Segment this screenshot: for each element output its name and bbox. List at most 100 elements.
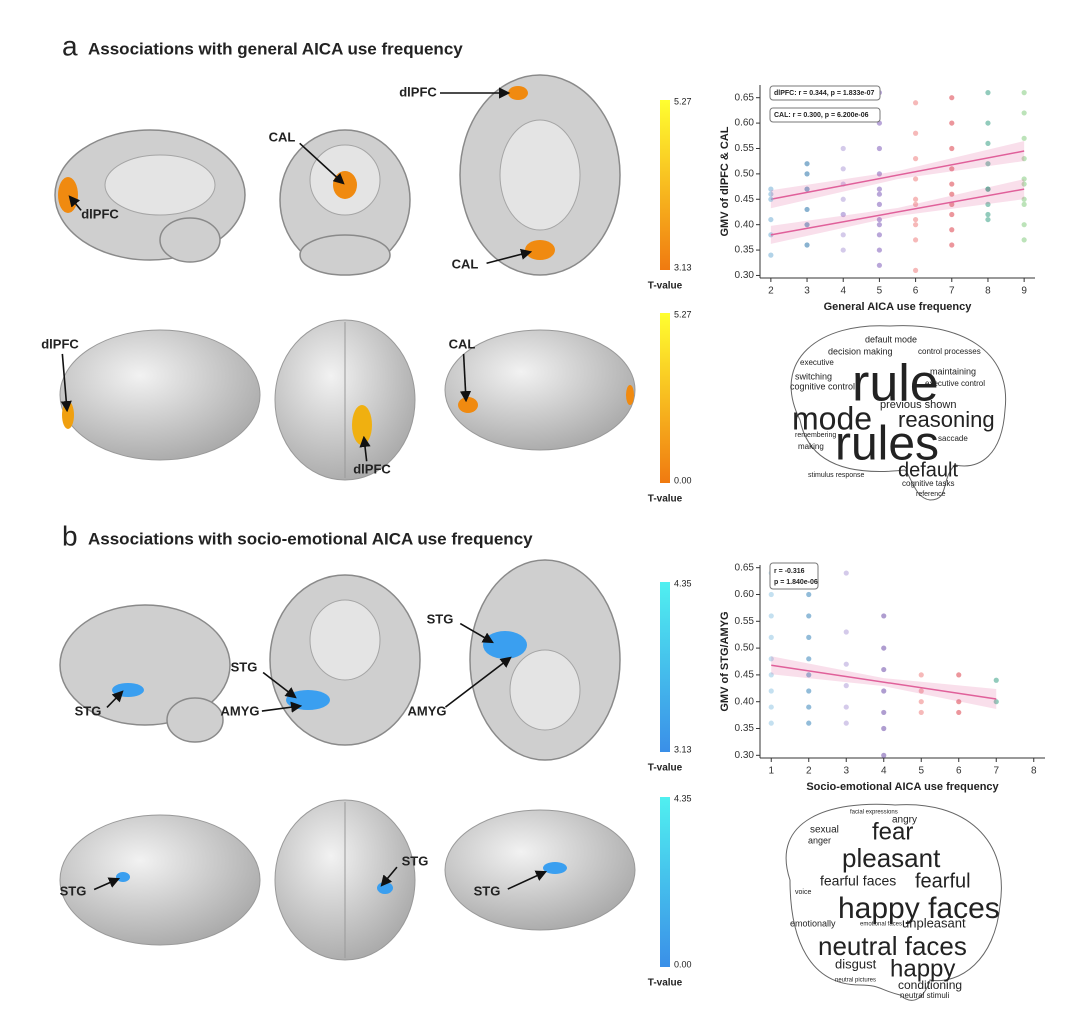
data-point [912, 237, 919, 243]
x-tick-label: 1 [768, 766, 774, 777]
data-point [768, 191, 774, 197]
colorbar [660, 100, 670, 270]
cloud-word: conditioning [898, 978, 962, 992]
region-arrow [106, 690, 124, 708]
colorbar-max: 4.35 [674, 793, 692, 803]
y-tick-label: 0.65 [735, 92, 755, 103]
x-tick-label: 8 [1031, 766, 1037, 777]
data-point [804, 171, 810, 177]
cloud-word: rule [852, 355, 939, 413]
region-arrow [68, 195, 82, 211]
cloud-word: anger [808, 835, 831, 845]
cloud-word: reference [916, 491, 946, 498]
colorbar [660, 582, 670, 752]
cloud-word: control processes [918, 347, 981, 356]
panel-title: Associations with socio-emotional AICA u… [88, 529, 533, 548]
panel-title: Associations with general AICA use frequ… [88, 39, 463, 58]
brain-slices-a [54, 74, 621, 276]
data-point [985, 186, 991, 192]
data-point [956, 699, 962, 705]
y-tick-label: 0.60 [735, 118, 755, 129]
cloud-word: disgust [835, 956, 877, 971]
y-tick-label: 0.65 [735, 562, 755, 573]
data-point [876, 145, 883, 152]
data-point [912, 196, 919, 202]
data-point [876, 262, 883, 268]
data-point [918, 672, 924, 678]
cloud-word: fearful faces [820, 873, 896, 889]
data-point [876, 186, 883, 192]
cloud-word: previous shown [880, 399, 956, 411]
x-axis-label: Socio-emotional AICA use frequency [806, 781, 999, 793]
colorbar-min: 3.13 [674, 262, 692, 272]
data-point [768, 252, 774, 258]
data-point [806, 634, 812, 640]
data-point [876, 222, 883, 228]
cloud-word: neutral stimuli [900, 991, 950, 1000]
cloud-word: voice [795, 889, 811, 896]
x-tick-label: 4 [881, 766, 887, 777]
data-point [804, 186, 810, 192]
data-point [985, 211, 991, 218]
data-point [1021, 90, 1027, 96]
region-arrow [60, 353, 72, 413]
y-tick-label: 0.40 [735, 219, 755, 230]
data-point [768, 591, 774, 598]
region-label: STG [427, 611, 454, 626]
data-point [985, 90, 991, 96]
data-point [768, 216, 774, 223]
data-point [949, 166, 955, 172]
data-point [985, 216, 991, 223]
data-point [843, 629, 849, 635]
data-point [1021, 181, 1027, 187]
y-tick-label: 0.60 [735, 589, 755, 600]
data-point [881, 725, 887, 732]
annotation-box [769, 85, 881, 101]
region-label: STG [402, 853, 429, 868]
x-tick-label: 4 [840, 286, 846, 297]
brain-outline-a [790, 325, 1007, 501]
region-label: CAL [449, 336, 476, 351]
cloud-word: sexual [810, 825, 839, 836]
data-point [843, 720, 849, 726]
data-point [1021, 156, 1027, 162]
data-point [876, 171, 883, 177]
data-point [843, 704, 849, 710]
region-label: AMYG [408, 703, 447, 718]
x-tick-label: 6 [913, 286, 919, 297]
data-point [804, 242, 810, 248]
cloud-word: fear [872, 818, 913, 845]
data-point [881, 666, 887, 673]
data-point [768, 688, 774, 694]
data-point [985, 201, 991, 207]
colorbar-label: T-value [648, 494, 683, 505]
data-point [1021, 237, 1027, 243]
data-point [768, 720, 774, 726]
fit-line [770, 188, 1025, 236]
cloud-word: executive control [925, 379, 985, 388]
data-point [949, 242, 955, 248]
data-point [881, 613, 887, 619]
cloud-word: emotional faces [860, 922, 902, 928]
colorbar-min: 0.00 [674, 475, 692, 485]
region-label: STG [60, 883, 87, 898]
y-tick-label: 0.50 [735, 643, 755, 654]
data-point [985, 140, 991, 147]
x-tick-label: 7 [993, 766, 999, 777]
region-arrow [359, 435, 371, 462]
region-arrow [299, 142, 345, 185]
data-point [768, 656, 774, 662]
colorbar [660, 797, 670, 967]
colorbar-min: 3.13 [674, 744, 692, 754]
data-point [768, 196, 774, 202]
colorbar-min: 0.00 [674, 959, 692, 969]
region-label: STG [75, 703, 102, 718]
data-point [768, 613, 774, 619]
y-axis-label: GMV of dlPFC & CAL [719, 126, 731, 236]
data-point [912, 156, 919, 162]
region-arrow [507, 870, 548, 890]
x-tick-label: 2 [806, 766, 812, 777]
data-point [1021, 135, 1027, 141]
data-point [806, 613, 812, 619]
data-point [881, 709, 887, 716]
